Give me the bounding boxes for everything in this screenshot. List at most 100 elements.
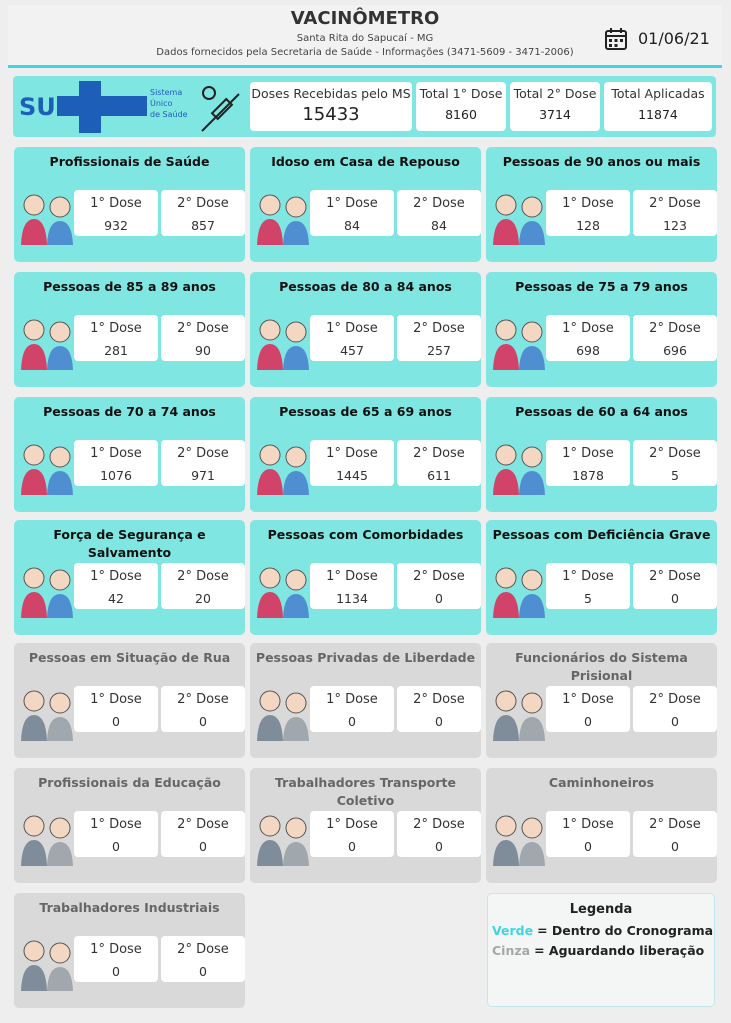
- dose-box: 1° Dose 932: [74, 190, 158, 236]
- summary-value: 8160: [445, 107, 477, 122]
- dose-box: 2° Dose 0: [397, 686, 481, 732]
- card-icon: [21, 690, 73, 741]
- dose-value: 0: [584, 839, 592, 854]
- card-title: Pessoas de 60 a 64 anos: [515, 404, 688, 419]
- dose-label: 2° Dose: [177, 692, 229, 707]
- card-title: Força de Segurança e Salvamento: [53, 527, 206, 560]
- summary-label: Doses Recebidas pelo MS: [251, 86, 411, 101]
- card: Pessoas de 80 a 84 anos 1° Dose 457 2° Dose…: [250, 272, 481, 387]
- dose-value: 0: [584, 714, 592, 729]
- dose-value: 857: [191, 218, 215, 233]
- card: Pessoas com Comorbidades 1° Dose 1134 2° Do…: [250, 520, 481, 635]
- dose-label: 2° Dose: [413, 321, 465, 336]
- dose-box: 1° Dose 0: [310, 811, 394, 857]
- sus-logo: SUS Sistema Único de Saúde: [19, 81, 240, 133]
- dose-label: 1° Dose: [90, 942, 142, 957]
- dose-label: 1° Dose: [326, 446, 378, 461]
- dose-label: 1° Dose: [562, 446, 614, 461]
- dose-value: 1134: [336, 591, 368, 606]
- legend-item: Cinza = Aguardando liberação: [492, 943, 704, 958]
- dose-value: 0: [671, 591, 679, 606]
- source: Dados fornecidos pela Secretaria de Saúd…: [156, 47, 574, 58]
- dose-label: 2° Dose: [649, 446, 701, 461]
- dose-value: 0: [348, 714, 356, 729]
- card-title: Idoso em Casa de Repouso: [271, 154, 460, 169]
- dose-box: 2° Dose 84: [397, 190, 481, 236]
- dose-value: 0: [435, 714, 443, 729]
- dose-box: 2° Dose 0: [397, 563, 481, 609]
- dose-label: 1° Dose: [90, 196, 142, 211]
- dose-label: 2° Dose: [413, 569, 465, 584]
- title: VACINÔMETRO: [290, 8, 440, 29]
- dose-value: 0: [199, 714, 207, 729]
- dose-box: 1° Dose 0: [74, 811, 158, 857]
- dose-box: 1° Dose 1076: [74, 440, 158, 486]
- card: Pessoas de 75 a 79 anos 1° Dose 698 2° Dose…: [486, 272, 717, 387]
- dose-label: 1° Dose: [326, 817, 378, 832]
- dose-label: 2° Dose: [413, 817, 465, 832]
- summary-bar: SUS Sistema Único de Saúde Doses Recebid…: [13, 76, 716, 137]
- date: 01/06/21: [638, 29, 710, 48]
- dose-box: 1° Dose 84: [310, 190, 394, 236]
- dose-box: 1° Dose 457: [310, 315, 394, 361]
- card-title: Pessoas em Situação de Rua: [28, 650, 231, 665]
- card-icon: [493, 690, 545, 741]
- card-icon: [257, 194, 309, 245]
- dose-box: 1° Dose 1134: [310, 563, 394, 609]
- card: Pessoas de 90 anos ou mais 1° Dose 128 2° D…: [486, 147, 717, 262]
- summary-label: Total 2° Dose: [513, 86, 597, 101]
- card: Pessoas Privadas de Liberdade 1° Dose 0 2° …: [250, 643, 481, 758]
- dose-label: 2° Dose: [177, 196, 229, 211]
- legend: Legenda Verde = Dentro do Cronograma Cinza =…: [487, 893, 715, 1007]
- dose-label: 1° Dose: [562, 321, 614, 336]
- legend-text: = Aguardando liberação: [534, 943, 705, 958]
- dose-box: 2° Dose 0: [633, 811, 717, 857]
- dose-box: 2° Dose 0: [161, 936, 245, 982]
- card-title: Pessoas com Deficiência Grave: [492, 527, 711, 542]
- dose-label: 2° Dose: [649, 569, 701, 584]
- card: Profissionais da Educação 1° Dose 0 2° Dose…: [14, 768, 245, 883]
- dose-label: 2° Dose: [649, 196, 701, 211]
- dose-value: 0: [435, 591, 443, 606]
- dose-label: 1° Dose: [562, 196, 614, 211]
- card: Trabalhadores Transporte Coletivo 1° Dose…: [250, 768, 481, 883]
- dose-label: 1° Dose: [562, 817, 614, 832]
- dose-value: 0: [348, 839, 356, 854]
- card: Trabalhadores Industriais 1° Dose 0 2° Dose…: [14, 893, 245, 1008]
- calendar-icon: [605, 28, 627, 50]
- dose-label: 2° Dose: [649, 692, 701, 707]
- card-title: Pessoas de 65 a 69 anos: [279, 404, 452, 419]
- dose-value: 5: [671, 468, 679, 483]
- dose-value: 0: [671, 839, 679, 854]
- card: Pessoas de 70 a 74 anos 1° Dose 1076 2° Dos…: [14, 397, 245, 512]
- dose-value: 90: [195, 343, 211, 358]
- card: Pessoas em Situação de Rua 1° Dose 0 2° Dos…: [14, 643, 245, 758]
- dose-value: 698: [576, 343, 600, 358]
- dose-box: 2° Dose 0: [161, 686, 245, 732]
- dose-box: 1° Dose 42: [74, 563, 158, 609]
- dose-label: 1° Dose: [90, 446, 142, 461]
- dose-label: 1° Dose: [562, 569, 614, 584]
- dose-label: 2° Dose: [177, 569, 229, 584]
- summary-box: Doses Recebidas pelo MS 15433: [250, 82, 412, 131]
- dose-value: 0: [112, 839, 120, 854]
- dose-label: 2° Dose: [413, 446, 465, 461]
- dose-box: 2° Dose 696: [633, 315, 717, 361]
- summary-value: 11874: [638, 107, 678, 122]
- dose-box: 2° Dose 0: [633, 686, 717, 732]
- dose-value: 84: [344, 218, 360, 233]
- card: Pessoas de 60 a 64 anos 1° Dose 1878 2° Dos…: [486, 397, 717, 512]
- dose-box: 1° Dose 1878: [546, 440, 630, 486]
- card: Pessoas de 85 a 89 anos 1° Dose 281 2° Dose…: [14, 272, 245, 387]
- legend-title: Legenda: [569, 902, 633, 917]
- subtitle: Santa Rita do Sapucaí - MG: [296, 33, 434, 44]
- dose-box: 2° Dose 257: [397, 315, 481, 361]
- card: Pessoas de 65 a 69 anos 1° Dose 1445 2° Dos…: [250, 397, 481, 512]
- dose-box: 1° Dose 0: [74, 936, 158, 982]
- dose-label: 1° Dose: [326, 196, 378, 211]
- card-title: Pessoas Privadas de Liberdade: [255, 650, 476, 665]
- header: VACINÔMETRO Santa Rita do Sapucaí - MG D…: [8, 5, 722, 68]
- card: Idoso em Casa de Repouso 1° Dose 84 2° Dose…: [250, 147, 481, 262]
- dose-box: 1° Dose 0: [546, 686, 630, 732]
